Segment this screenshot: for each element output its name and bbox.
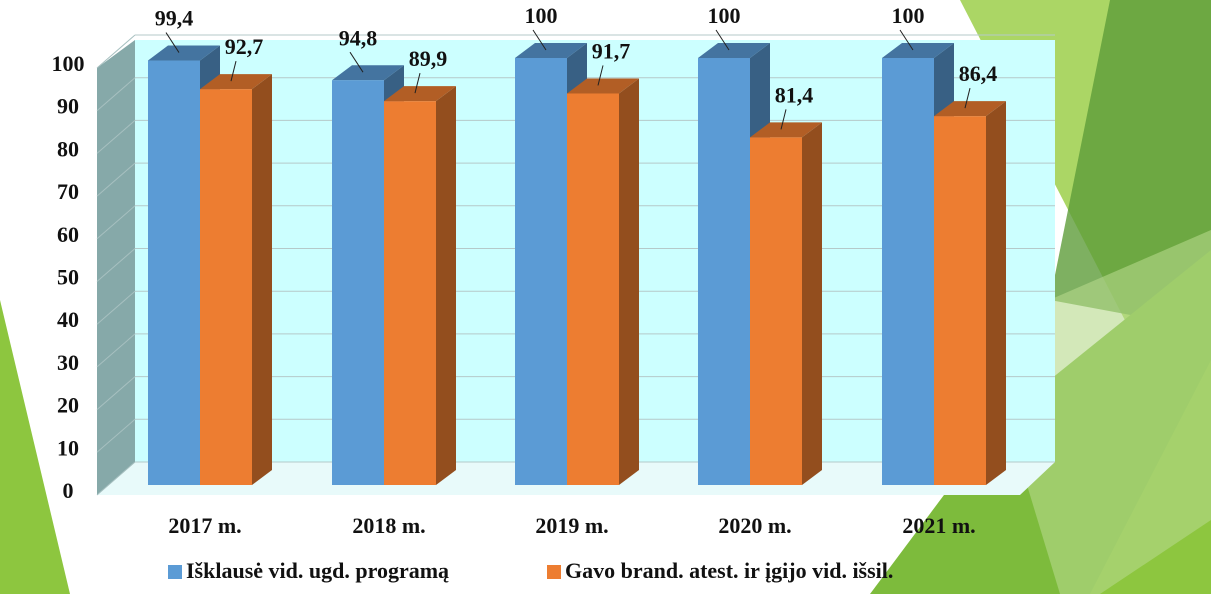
leader-line <box>964 87 971 109</box>
leader-line <box>349 51 364 73</box>
bar <box>200 74 272 486</box>
y-tick-label: 50 <box>57 265 79 290</box>
x-tick-label: 2021 m. <box>902 513 975 538</box>
leader-line <box>899 29 914 51</box>
x-tick-label: 2018 m. <box>352 513 425 538</box>
grid-line-side <box>96 205 136 240</box>
leader-line <box>165 32 180 53</box>
y-tick-label: 30 <box>57 350 79 375</box>
grid-line-side <box>96 418 136 453</box>
leader-line <box>715 29 730 51</box>
leader-line <box>230 61 237 82</box>
x-tick-label: 2019 m. <box>535 513 608 538</box>
x-tick-label: 2017 m. <box>168 513 241 538</box>
legend-swatch <box>168 565 182 579</box>
leader-line <box>780 109 787 130</box>
value-label: 81,4 <box>775 82 814 107</box>
y-tick-label: 70 <box>57 179 79 204</box>
y-tick-label: 60 <box>57 222 79 247</box>
value-label: 86,4 <box>959 61 998 86</box>
value-label: 100 <box>525 3 558 28</box>
y-tick-label: 10 <box>57 435 79 460</box>
bar <box>750 122 822 485</box>
y-tick-label: 0 <box>63 478 74 503</box>
bar <box>934 101 1006 486</box>
grid-line-side <box>96 461 136 496</box>
legend-label: Išklausė vid. ugd. programą <box>186 558 449 583</box>
grid-line-side <box>96 248 136 282</box>
grid-line-side <box>96 333 136 368</box>
legend-label: Gavo brand. atest. ir įgijo vid. išsil. <box>565 558 893 583</box>
y-tick-label: 40 <box>57 307 79 332</box>
y-tick-label: 90 <box>57 94 79 119</box>
x-tick-label: 2020 m. <box>718 513 791 538</box>
grid-line-side <box>96 376 136 410</box>
side-wall <box>97 40 135 495</box>
value-label: 100 <box>708 3 741 28</box>
bar <box>567 78 639 485</box>
bar <box>384 86 456 485</box>
leader-line <box>414 73 421 94</box>
grid-line-side <box>96 34 136 69</box>
value-label: 94,8 <box>339 25 378 50</box>
leader-line <box>532 29 547 51</box>
grid-line-side <box>96 290 136 325</box>
grid-line-side <box>96 162 136 197</box>
y-tick-label: 100 <box>52 51 85 76</box>
value-label: 91,7 <box>592 38 631 63</box>
value-label: 92,7 <box>225 34 264 59</box>
value-label: 99,4 <box>155 6 194 31</box>
y-tick-label: 80 <box>57 136 79 161</box>
grid-line-side <box>96 77 136 112</box>
legend-swatch <box>547 565 561 579</box>
value-label: 100 <box>892 3 925 28</box>
value-label: 89,9 <box>409 46 448 71</box>
leader-line <box>597 65 604 86</box>
grid-line-side <box>96 120 136 154</box>
y-tick-label: 20 <box>57 393 79 418</box>
